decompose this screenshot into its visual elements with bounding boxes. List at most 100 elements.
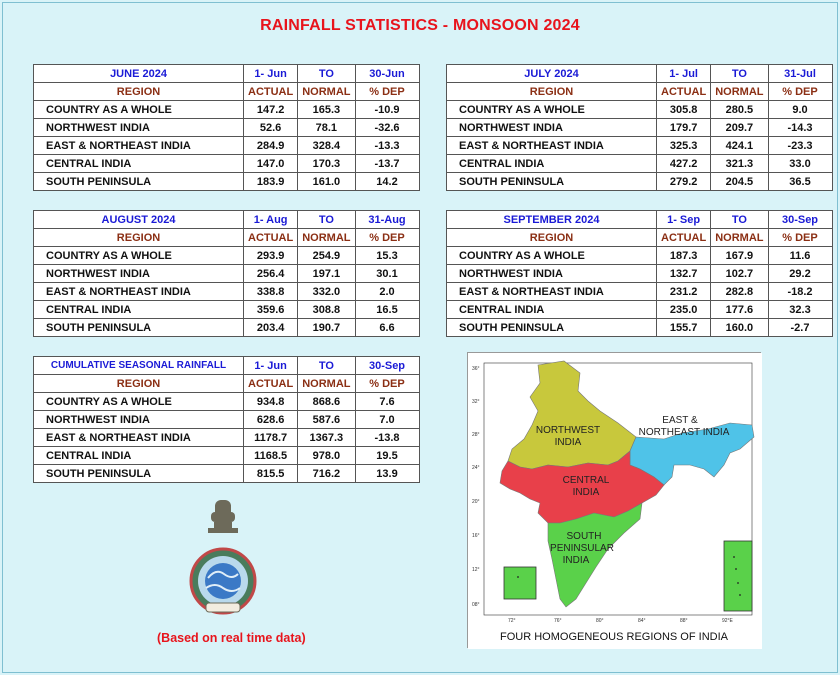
normal-cell: 254.9: [297, 246, 356, 265]
col-region-header: REGION: [446, 228, 657, 247]
dep-cell: -23.3: [767, 136, 833, 155]
actual-cell: 256.4: [242, 264, 299, 283]
lakshadweep-inset: [503, 566, 537, 600]
table-row: CENTRAL INDIA 427.2 321.3 33.0: [446, 154, 833, 173]
normal-cell: 321.3: [710, 154, 769, 173]
map-caption: FOUR HOMOGENEOUS REGIONS OF INDIA: [500, 631, 728, 643]
table-row: CENTRAL INDIA 359.6 308.8 16.5: [33, 300, 420, 319]
normal-cell: 204.5: [710, 172, 769, 191]
table-row: NORTHWEST INDIA 132.7 102.7 29.2: [446, 264, 833, 283]
period-start: 1- Sep: [655, 210, 712, 229]
south-label-2: PENINSULAR: [550, 543, 614, 554]
dep-cell: 32.3: [767, 300, 833, 319]
cumulative-table: CUMULATIVE SEASONAL RAINFALL 1- Jun TO 30-S…: [33, 356, 420, 483]
period-end: 31-Aug: [354, 210, 420, 229]
region-cell: COUNTRY AS A WHOLE: [446, 246, 657, 265]
region-cell: EAST & NORTHEAST INDIA: [33, 282, 244, 301]
region-cell: EAST & NORTHEAST INDIA: [33, 428, 244, 447]
period-end: 30-Sep: [767, 210, 833, 229]
actual-cell: 235.0: [655, 300, 712, 319]
actual-cell: 338.8: [242, 282, 299, 301]
table-row: SOUTH PENINSULA 815.5 716.2 13.9: [33, 464, 420, 483]
col-dep-header: % DEP: [354, 82, 420, 101]
actual-cell: 203.4: [242, 318, 299, 337]
dep-cell: 6.6: [354, 318, 420, 337]
region-cell: EAST & NORTHEAST INDIA: [446, 282, 657, 301]
col-actual-header: ACTUAL: [242, 374, 299, 393]
imd-emblem-icon: [189, 500, 257, 615]
table-row: COUNTRY AS A WHOLE 293.9 254.9 15.3: [33, 246, 420, 265]
table-period-title: CUMULATIVE SEASONAL RAINFALL: [33, 356, 244, 375]
actual-cell: 815.5: [242, 464, 299, 483]
dep-cell: 15.3: [354, 246, 420, 265]
table-period-title: JUNE 2024: [33, 64, 244, 83]
region-cell: CENTRAL INDIA: [446, 300, 657, 319]
dep-cell: 11.6: [767, 246, 833, 265]
table-row: NORTHWEST INDIA 179.7 209.7 -14.3: [446, 118, 833, 137]
dep-cell: 7.0: [354, 410, 420, 429]
northwest-label: NORTHWEST: [536, 425, 600, 436]
period-start: 1- Jun: [242, 64, 299, 83]
september-table: SEPTEMBER 2024 1- Sep TO 30-Sep REGION ACTUAL…: [446, 210, 833, 337]
table-row: NORTHWEST INDIA 52.6 78.1 -32.6: [33, 118, 420, 137]
table-row: SOUTH PENINSULA 155.7 160.0 -2.7: [446, 318, 833, 337]
region-cell: NORTHWEST INDIA: [33, 118, 244, 137]
lat-tick: 36°: [472, 366, 480, 372]
south-label: SOUTH: [567, 531, 602, 542]
table-period-title: JULY 2024: [446, 64, 657, 83]
actual-cell: 305.8: [655, 100, 712, 119]
region-cell: NORTHWEST INDIA: [33, 264, 244, 283]
lat-tick: 32°: [472, 399, 480, 405]
normal-cell: 1367.3: [297, 428, 356, 447]
table-row: CENTRAL INDIA 235.0 177.6 32.3: [446, 300, 833, 319]
south-peninsula-region: [547, 502, 643, 608]
actual-cell: 427.2: [655, 154, 712, 173]
region-cell: NORTHWEST INDIA: [446, 118, 657, 137]
period-to: TO: [710, 210, 769, 229]
normal-cell: 587.6: [297, 410, 356, 429]
dep-cell: -13.7: [354, 154, 420, 173]
region-cell: SOUTH PENINSULA: [33, 464, 244, 483]
col-actual-header: ACTUAL: [242, 82, 299, 101]
actual-cell: 187.3: [655, 246, 712, 265]
lat-tick: 20°: [472, 499, 480, 505]
actual-cell: 359.6: [242, 300, 299, 319]
actual-cell: 183.9: [242, 172, 299, 191]
actual-cell: 325.3: [655, 136, 712, 155]
data-note: (Based on real time data): [157, 631, 306, 645]
lat-tick: 28°: [472, 432, 480, 438]
table-period-title: SEPTEMBER 2024: [446, 210, 657, 229]
actual-cell: 179.7: [655, 118, 712, 137]
table-row: COUNTRY AS A WHOLE 147.2 165.3 -10.9: [33, 100, 420, 119]
august-table: AUGUST 2024 1- Aug TO 31-Aug REGION ACTUAL NOR…: [33, 210, 420, 337]
july-table: JULY 2024 1- Jul TO 31-Jul REGION ACTUAL NORMA…: [446, 64, 833, 191]
period-to: TO: [297, 64, 356, 83]
lat-tick: 24°: [472, 465, 480, 471]
table-row: EAST & NORTHEAST INDIA 1178.7 1367.3 -13.8: [33, 428, 420, 447]
region-cell: CENTRAL INDIA: [446, 154, 657, 173]
col-dep-header: % DEP: [354, 374, 420, 393]
normal-cell: 308.8: [297, 300, 356, 319]
col-normal-header: NORMAL: [297, 374, 356, 393]
lon-tick: 80°: [596, 618, 604, 624]
col-dep-header: % DEP: [767, 82, 833, 101]
table-row: SOUTH PENINSULA 183.9 161.0 14.2: [33, 172, 420, 191]
region-cell: COUNTRY AS A WHOLE: [446, 100, 657, 119]
col-region-header: REGION: [33, 228, 244, 247]
period-end: 30-Jun: [354, 64, 420, 83]
normal-cell: 332.0: [297, 282, 356, 301]
col-actual-header: ACTUAL: [655, 228, 712, 247]
actual-cell: 279.2: [655, 172, 712, 191]
dep-cell: 16.5: [354, 300, 420, 319]
table-row: EAST & NORTHEAST INDIA 284.9 328.4 -13.3: [33, 136, 420, 155]
region-cell: COUNTRY AS A WHOLE: [33, 246, 244, 265]
col-actual-header: ACTUAL: [242, 228, 299, 247]
normal-cell: 165.3: [297, 100, 356, 119]
dep-cell: 30.1: [354, 264, 420, 283]
table-row: SOUTH PENINSULA 279.2 204.5 36.5: [446, 172, 833, 191]
map-graphic: 36° 32° 28° 24° 20° 16° 12° 08° 72° 76° …: [468, 353, 762, 649]
col-normal-header: NORMAL: [710, 82, 769, 101]
region-cell: COUNTRY AS A WHOLE: [33, 100, 244, 119]
region-cell: SOUTH PENINSULA: [446, 318, 657, 337]
andaman-inset: [723, 540, 753, 612]
